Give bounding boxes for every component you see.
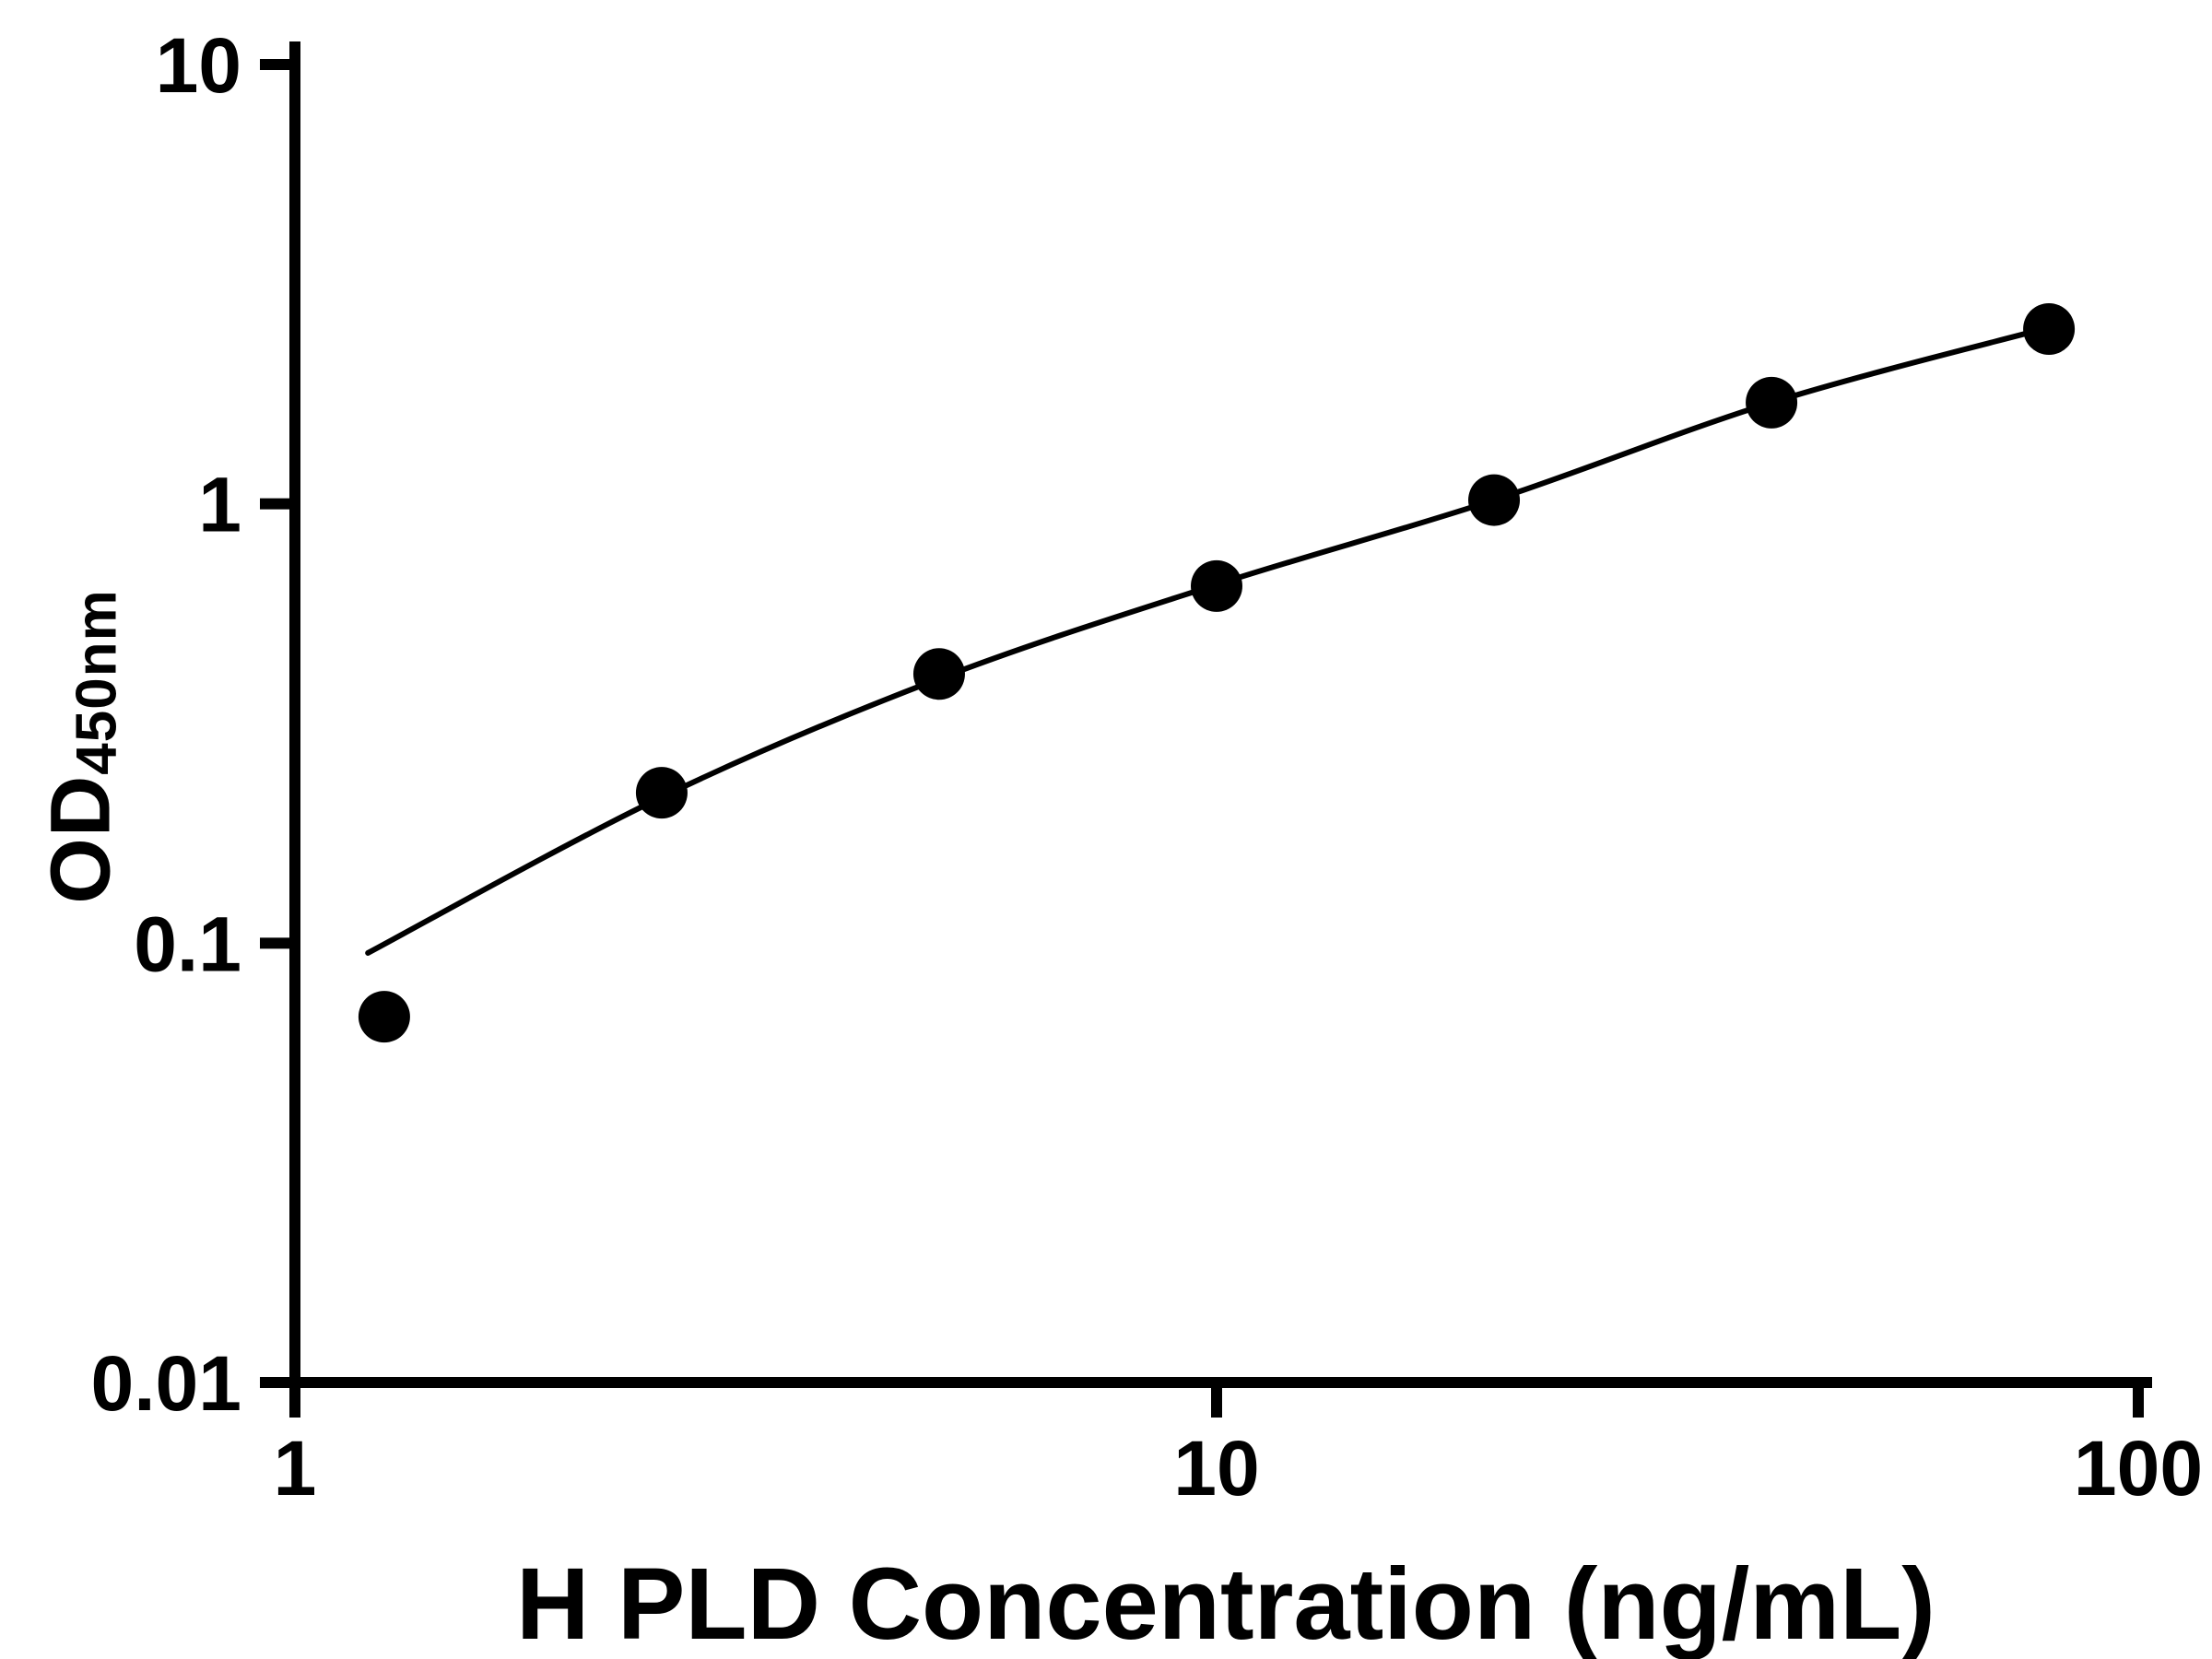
data-point [1468,474,1521,526]
x-axis-label: H PLD Concentration (ng/mL) [516,1547,1936,1659]
y-axis-label-main: OD [33,774,128,904]
x-tick-label: 100 [2074,1425,2203,1512]
x-tick-label: 1 [274,1425,317,1512]
y-tick-label: 0.01 [91,1340,242,1427]
fit-curve [365,324,2053,956]
data-point [2023,302,2076,355]
y-tick-label: 10 [156,22,241,109]
data-point [912,648,965,700]
data-point [635,767,688,819]
y-tick-label: 1 [198,462,241,548]
y-tick-label: 0.1 [134,900,241,987]
data-point [358,991,410,1043]
data-point [1746,376,1798,429]
y-axis-label: OD450nm [32,589,129,903]
y-axis-label-subscript: 450nm [65,589,129,775]
x-tick-label: 10 [1173,1425,1259,1512]
data-point [1191,559,1242,612]
